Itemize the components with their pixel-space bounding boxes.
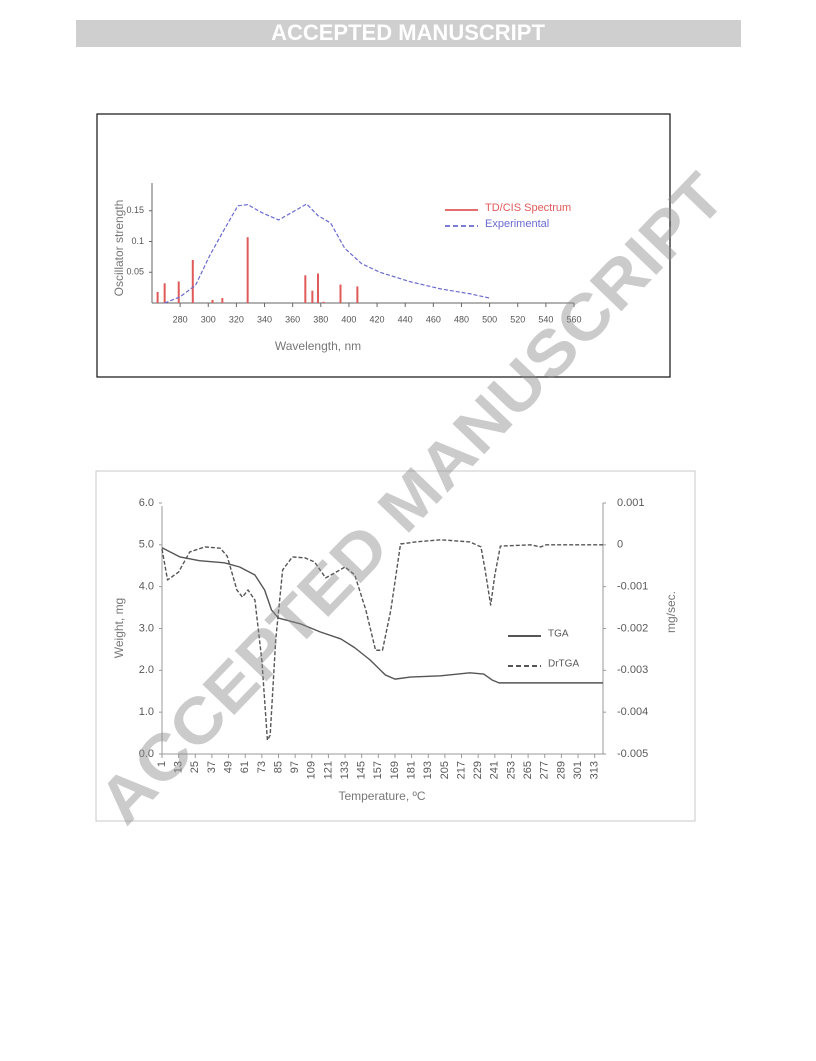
y-tick-label: 3.0 — [139, 622, 154, 634]
y-tick-label: 2.0 — [139, 664, 154, 676]
x-tick-label: 460 — [426, 314, 441, 324]
bar — [356, 286, 359, 303]
x-tick-label: 560 — [566, 314, 581, 324]
x-tick-label: 181 — [406, 761, 418, 779]
y-tick-label: 1.0 — [139, 706, 154, 718]
y2-axis-title: mg/sec. — [664, 591, 678, 633]
x-tick-label: 133 — [339, 761, 351, 779]
bar — [246, 237, 249, 303]
x-tick-label: 25 — [189, 761, 201, 773]
x-tick-label: 61 — [239, 761, 251, 773]
y-tick-label: 0.15 — [126, 205, 144, 215]
line — [161, 539, 603, 741]
x-axis-title: Temperature, ºC — [338, 789, 425, 803]
x-tick-label: 540 — [538, 314, 553, 324]
x-tick-label: 145 — [356, 761, 368, 779]
legend-label: DrTGA — [548, 659, 579, 670]
x-tick-label: 37 — [206, 761, 218, 773]
bar — [177, 281, 180, 303]
x-tick-label: 169 — [389, 761, 401, 779]
x-tick-label: 313 — [589, 761, 601, 779]
line — [164, 203, 490, 304]
charts: 0.05 0.1 0.15 280 300 320 340 360 380 400 420 440 46… — [112, 183, 678, 803]
bar — [191, 259, 194, 303]
x-tick-label: 1 — [156, 761, 168, 767]
y2-tick-label: -0.005 — [617, 748, 648, 760]
y-tick-label: 6.0 — [139, 497, 154, 509]
y-axis-title: Weight, mg — [112, 598, 126, 658]
y2-tick-label: -0.004 — [617, 706, 648, 718]
bar — [339, 284, 342, 303]
x-tick-label: 205 — [439, 761, 451, 779]
x-tick-label: 280 — [173, 314, 188, 324]
y-tick-label: 0.0 — [139, 748, 154, 760]
y2-tick-label: -0.001 — [617, 581, 648, 593]
y2-tick-label: -0.003 — [617, 664, 648, 676]
x-tick-label: 301 — [572, 761, 584, 779]
x-tick-label: 241 — [489, 761, 501, 779]
x-tick-label: 73 — [256, 761, 268, 773]
x-tick-label: 49 — [222, 761, 234, 773]
x-tick-label: 500 — [482, 314, 497, 324]
x-tick-label: 360 — [285, 314, 300, 324]
line — [161, 547, 603, 684]
x-tick-label: 380 — [313, 314, 328, 324]
y2-tick-label: -0.002 — [617, 622, 648, 634]
x-tick-label: 217 — [455, 761, 467, 779]
x-tick-label: 121 — [322, 761, 334, 779]
x-tick-label: 300 — [201, 314, 216, 324]
bar — [322, 301, 325, 303]
x-tick-label: 265 — [522, 761, 534, 779]
header-title: ACCEPTED MANUSCRIPT — [271, 20, 545, 45]
bar — [221, 298, 224, 303]
x-tick-label: 13 — [173, 761, 185, 773]
y-tick-label: 0.1 — [131, 236, 144, 246]
x-tick-label: 85 — [272, 761, 284, 773]
bar — [316, 273, 319, 303]
y2-tick-label: 0.001 — [617, 497, 645, 509]
bar — [211, 299, 214, 303]
x-tick-label: 340 — [257, 314, 272, 324]
header-banner — [76, 20, 741, 47]
x-tick-label: 193 — [422, 761, 434, 779]
x-tick-label: 480 — [454, 314, 469, 324]
x-tick-label: 109 — [306, 761, 318, 779]
x-tick-label: 157 — [372, 761, 384, 779]
y-tick-label: 4.0 — [139, 581, 154, 593]
legend-label: TD/CIS Spectrum — [485, 202, 571, 214]
x-tick-label: 289 — [555, 761, 567, 779]
bar — [156, 291, 159, 303]
x-tick-label: 520 — [510, 314, 525, 324]
x-tick-label: 320 — [229, 314, 244, 324]
y-axis-title: Oscillator strength — [112, 200, 126, 297]
figure-frame — [95, 470, 696, 822]
x-tick-label: 229 — [472, 761, 484, 779]
y-tick-label: 5.0 — [139, 539, 154, 551]
bar — [163, 283, 166, 303]
x-axis-title: Wavelength, nm — [275, 339, 361, 353]
legend-label: Experimental — [485, 218, 549, 230]
x-tick-label: 253 — [505, 761, 517, 779]
x-tick-label: 97 — [289, 761, 301, 773]
x-tick-label: 420 — [370, 314, 385, 324]
bar — [304, 275, 307, 303]
y-tick-label: 0.05 — [126, 267, 144, 277]
x-tick-label: 400 — [341, 314, 356, 324]
x-tick-label: 277 — [539, 761, 551, 779]
y2-tick-label: 0 — [617, 539, 623, 551]
legend-label: TGA — [548, 629, 569, 640]
figure-frame — [96, 113, 671, 378]
bar — [311, 290, 314, 303]
x-tick-label: 440 — [398, 314, 413, 324]
